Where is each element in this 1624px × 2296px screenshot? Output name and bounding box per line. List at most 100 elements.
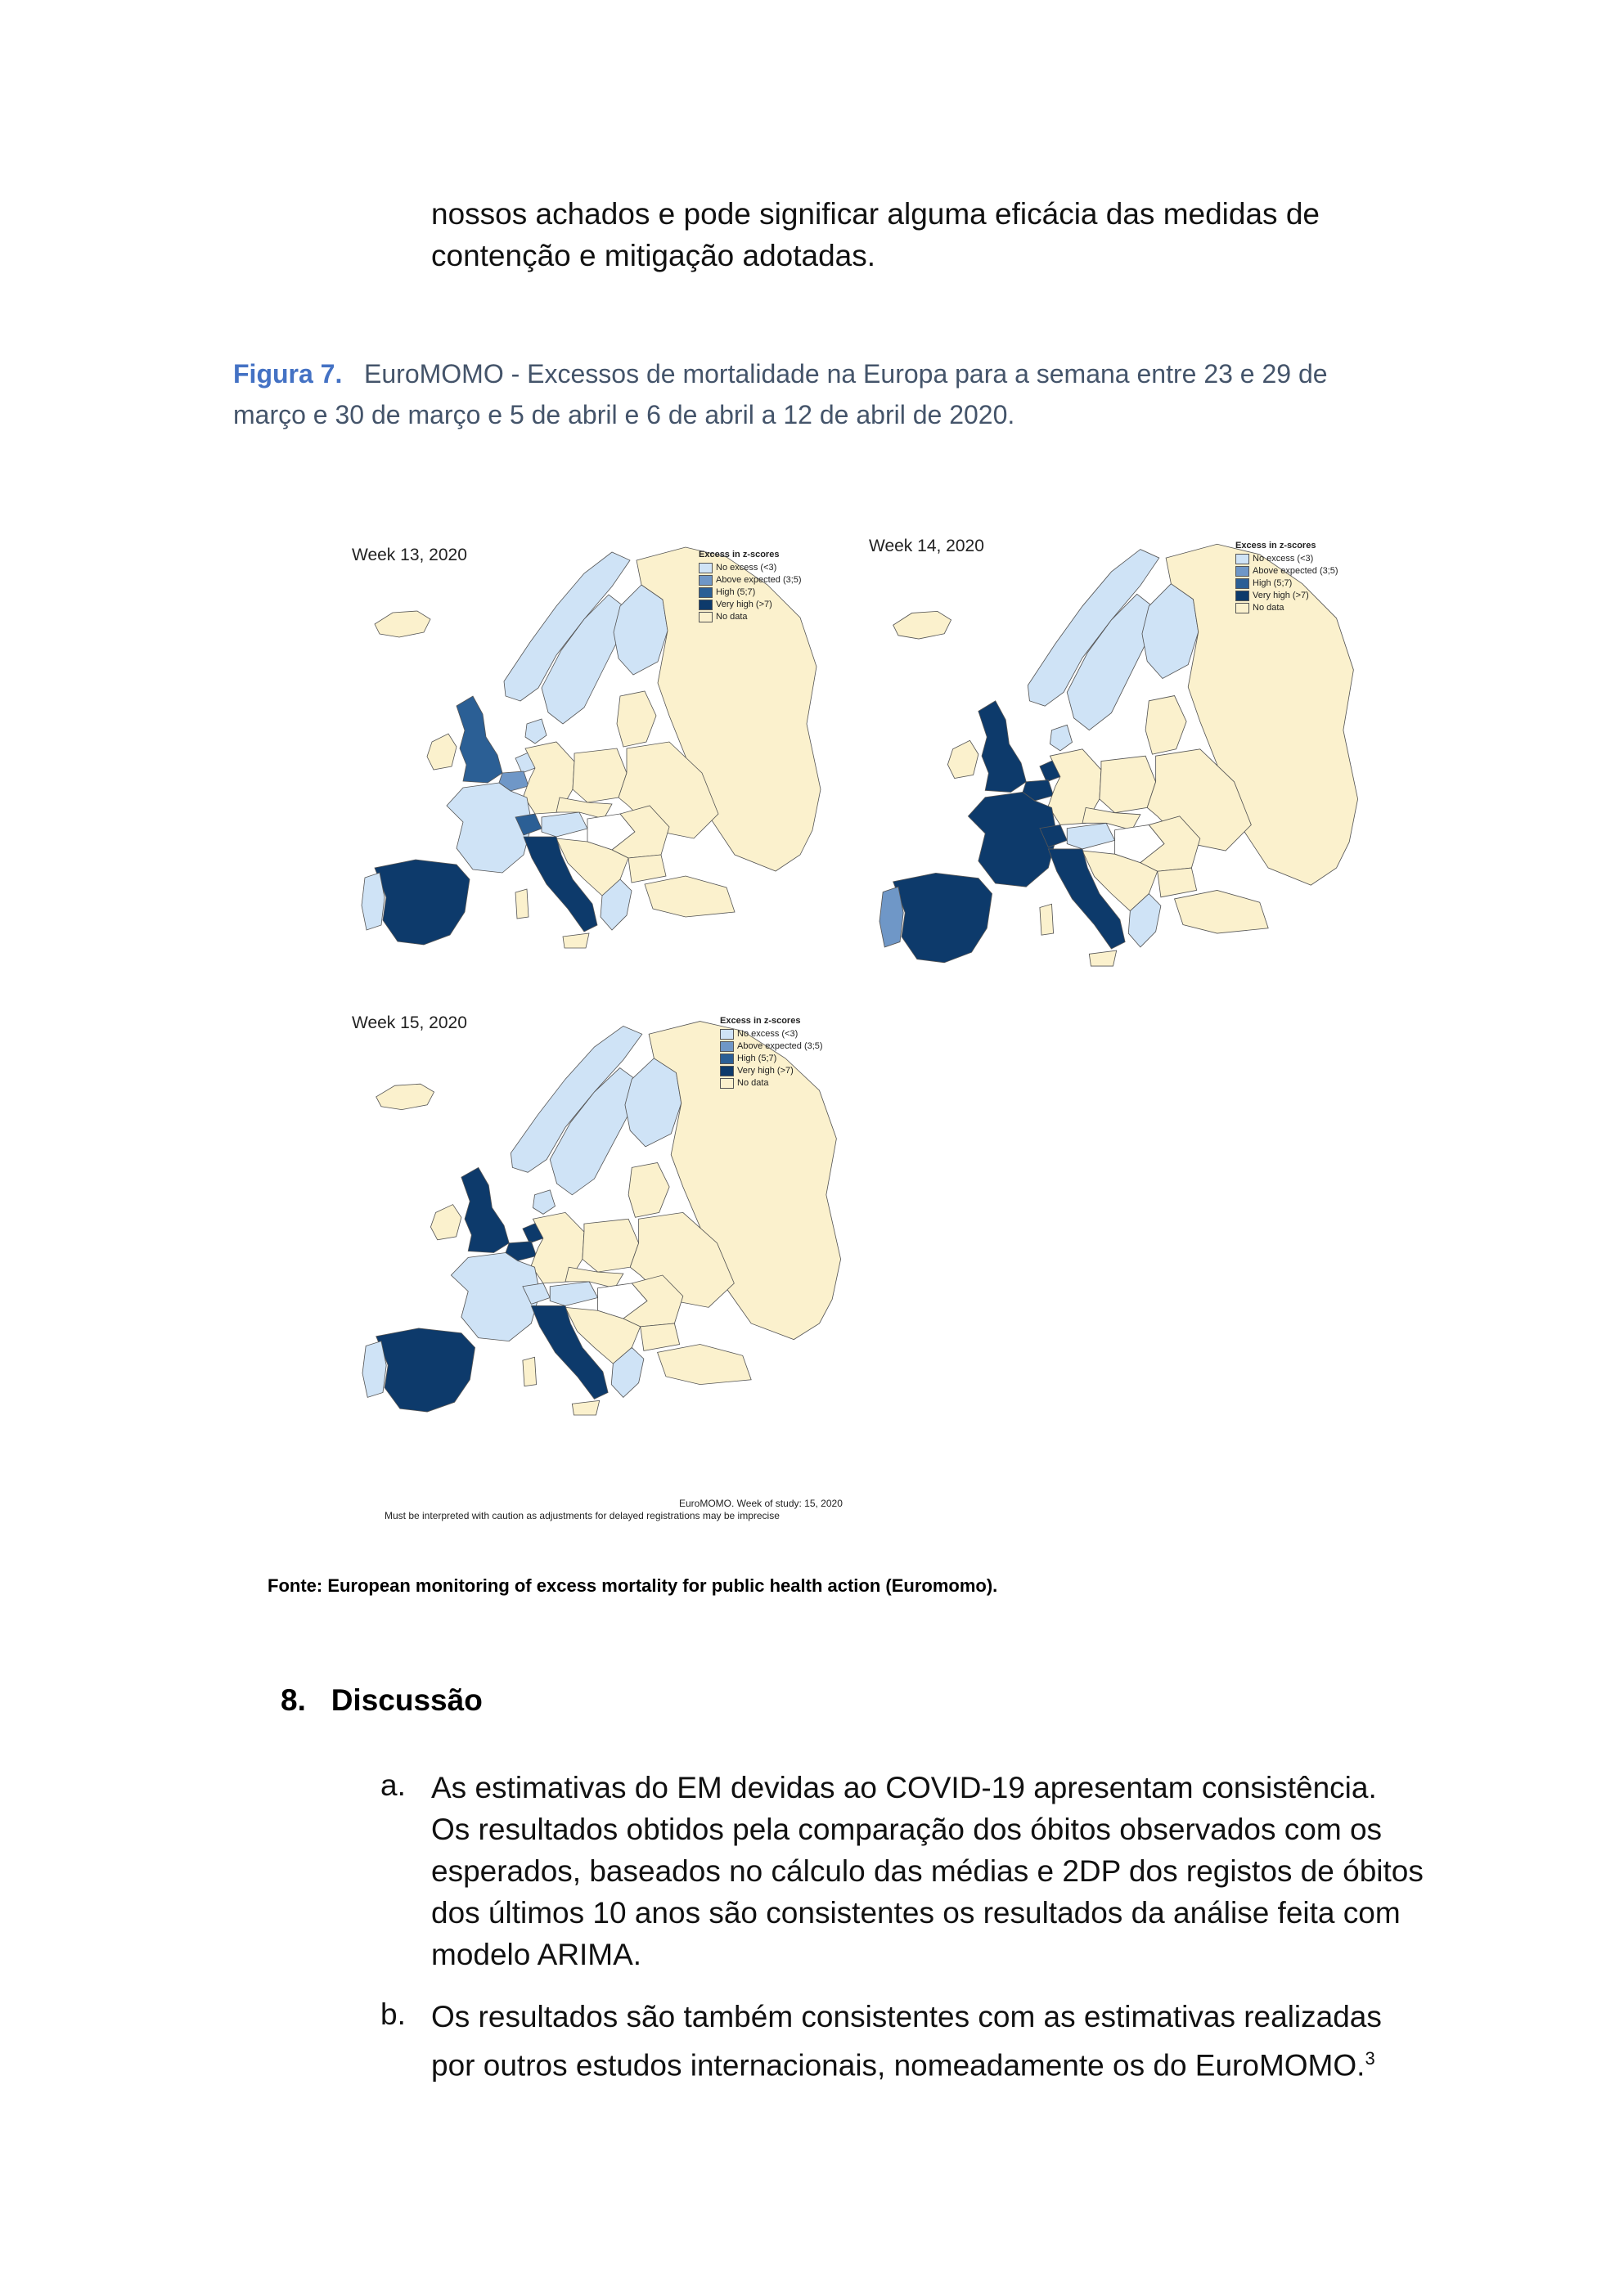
legend-label: Above expected (3;5): [1253, 566, 1338, 576]
legend-swatch: [720, 1029, 734, 1040]
legend-title: Excess in z-scores: [720, 1016, 801, 1026]
country-iceland: [893, 610, 952, 640]
country-sicily: [562, 932, 590, 949]
list-marker-a: a.: [380, 1768, 406, 1802]
figure-caption: Figura 7. EuroMOMO - Excessos de mortali…: [233, 353, 1428, 435]
map-panel-week-15: Week 15, 2020 Excess in z-scores No exces…: [342, 1002, 857, 1509]
map-legend: Excess in z-scores No excess (<3) Above ex…: [1235, 540, 1338, 614]
country-poland: [582, 1218, 640, 1273]
country-uk: [456, 695, 503, 784]
map-panel-week-13: Week 13, 2020 Excess in z-scores No exces…: [342, 528, 829, 994]
list-item-b: Os resultados são também consistentes co…: [431, 1996, 1382, 2086]
country-iceland: [374, 610, 431, 638]
section-number: 8.: [281, 1683, 306, 1717]
country-france: [967, 791, 1058, 887]
legend-item: No data: [1235, 602, 1338, 614]
country-finland: [624, 1058, 682, 1148]
country-finland: [1141, 583, 1199, 680]
country-turkey: [657, 1344, 752, 1386]
intro-line: contenção e mitigação adotadas.: [431, 239, 876, 272]
country-greece: [610, 1346, 645, 1398]
country-turkey: [644, 875, 736, 918]
country-austria: [549, 1281, 599, 1306]
legend-label: High (5;7): [716, 587, 756, 597]
map-panel-week-14: Week 14, 2020 Excess in z-scores No exces…: [859, 523, 1366, 1014]
country-russia: [648, 1021, 842, 1341]
intro-line: nossos achados e pode significar alguma …: [431, 197, 1320, 231]
country-spain: [893, 872, 992, 964]
legend-item: Very high (>7): [720, 1065, 823, 1077]
legend-label: No excess (<3): [716, 563, 777, 573]
country-poland: [572, 748, 628, 803]
country-norway: [503, 551, 631, 702]
legend-label: No excess (<3): [1253, 554, 1314, 564]
country-denmark: [524, 718, 547, 744]
citation-superscript: 3: [1365, 2048, 1375, 2069]
map-title: Week 13, 2020: [352, 546, 467, 564]
legend-item: No excess (<3): [1235, 553, 1338, 565]
country-russia: [636, 546, 821, 872]
country-finland: [613, 584, 668, 676]
legend-label: Very high (>7): [1253, 591, 1309, 600]
legend-label: Above expected (3;5): [737, 1041, 823, 1051]
legend-label: Very high (>7): [716, 600, 772, 609]
country-norway: [510, 1026, 643, 1173]
country-austria: [1066, 822, 1116, 850]
caption-line-2: março e 30 de março e 5 de abril e 6 de …: [233, 400, 1015, 429]
list-line: modelo ARIMA.: [431, 1938, 642, 1971]
country-portugal: [879, 886, 904, 948]
legend-item: Above expected (3;5): [720, 1040, 823, 1053]
legend-swatch: [720, 1078, 734, 1089]
country-italy: [1047, 848, 1126, 950]
map-note-caution: Must be interpreted with caution as adju…: [385, 1510, 780, 1521]
country-turkey: [1174, 889, 1269, 934]
legend-label: No data: [716, 612, 748, 622]
map-title: Week 14, 2020: [869, 537, 984, 555]
country-germany: [523, 741, 575, 815]
legend-label: High (5;7): [1253, 578, 1293, 588]
country-ireland: [430, 1204, 462, 1241]
legend-item: Very high (>7): [699, 599, 802, 611]
legend-label: High (5;7): [737, 1054, 777, 1063]
list-line: dos últimos 10 anos são consistentes os …: [431, 1896, 1401, 1930]
europe-map: [879, 543, 1359, 967]
country-spain: [374, 859, 470, 946]
legend-title: Excess in z-scores: [1235, 541, 1316, 550]
country-bulgaria: [1157, 867, 1198, 898]
country-belgium: [505, 1241, 538, 1261]
legend-swatch: [699, 587, 713, 598]
country-italy: [523, 836, 598, 932]
legend-item: High (5;7): [1235, 577, 1338, 590]
figure-label: Figura 7.: [233, 359, 343, 389]
legend-swatch: [699, 612, 713, 622]
country-austria: [541, 811, 588, 838]
legend-item: High (5;7): [720, 1053, 823, 1065]
legend-item: Above expected (3;5): [1235, 565, 1338, 577]
map-legend: Excess in z-scores No excess (<3) Above ex…: [720, 1015, 823, 1090]
legend-item: No excess (<3): [699, 562, 802, 574]
legend-item: No data: [720, 1077, 823, 1090]
list-item-a: As estimativas do EM devidas ao COVID-19…: [431, 1767, 1424, 1975]
legend-label: Above expected (3;5): [716, 575, 802, 585]
country-russia: [1165, 543, 1359, 886]
europe-map: [361, 546, 821, 949]
legend-label: Very high (>7): [737, 1066, 794, 1076]
intro-paragraph: nossos achados e pode significar alguma …: [431, 193, 1320, 276]
list-line: por outros estudos internacionais, nomea…: [431, 2038, 1382, 2086]
legend-swatch: [720, 1066, 734, 1076]
country-sardinia: [1039, 903, 1055, 936]
caption-line-1: Figura 7. EuroMOMO - Excessos de mortali…: [233, 353, 1428, 394]
country-bulgaria: [628, 854, 667, 883]
legend-swatch: [699, 575, 713, 586]
country-sicily: [571, 1400, 601, 1416]
country-sardinia: [515, 888, 529, 919]
legend-swatch: [699, 563, 713, 573]
country-portugal: [361, 872, 385, 931]
legend-item: Above expected (3;5): [699, 574, 802, 586]
country-denmark: [1049, 724, 1073, 752]
country-ireland: [426, 733, 457, 771]
country-poland: [1099, 755, 1157, 814]
legend-title: Excess in z-scores: [699, 550, 780, 559]
legend-label: No excess (<3): [737, 1029, 799, 1039]
legend-swatch: [1235, 566, 1249, 577]
